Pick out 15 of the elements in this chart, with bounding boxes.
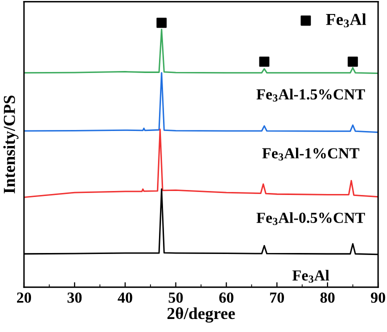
series-label: Fe$_{3}$Al-1%CNT [262, 148, 360, 161]
y-axis-title: Intensity/CPS [3, 96, 18, 194]
x-tick-label: 40 [118, 292, 132, 303]
x-tick-label: 90 [370, 292, 386, 303]
x-tick-label: 60 [219, 292, 234, 303]
x-tick-label: 50 [168, 292, 183, 303]
series-label: Fe$_{3}$Al-1.5%CNT [256, 88, 365, 102]
x-tick-label: 70 [270, 292, 284, 303]
series-label: Fe$_{3}$Al [292, 270, 330, 283]
x-tick-label: 80 [320, 292, 335, 303]
series-label: Fe$_{3}$Al-0.5%CNT [256, 212, 365, 226]
legend-label: Fe$_{3}$Al [326, 13, 366, 28]
x-tick-label: 30 [68, 292, 82, 303]
x-axis-title: 2θ/degree [167, 307, 235, 323]
x-tick-label: 20 [16, 292, 32, 303]
